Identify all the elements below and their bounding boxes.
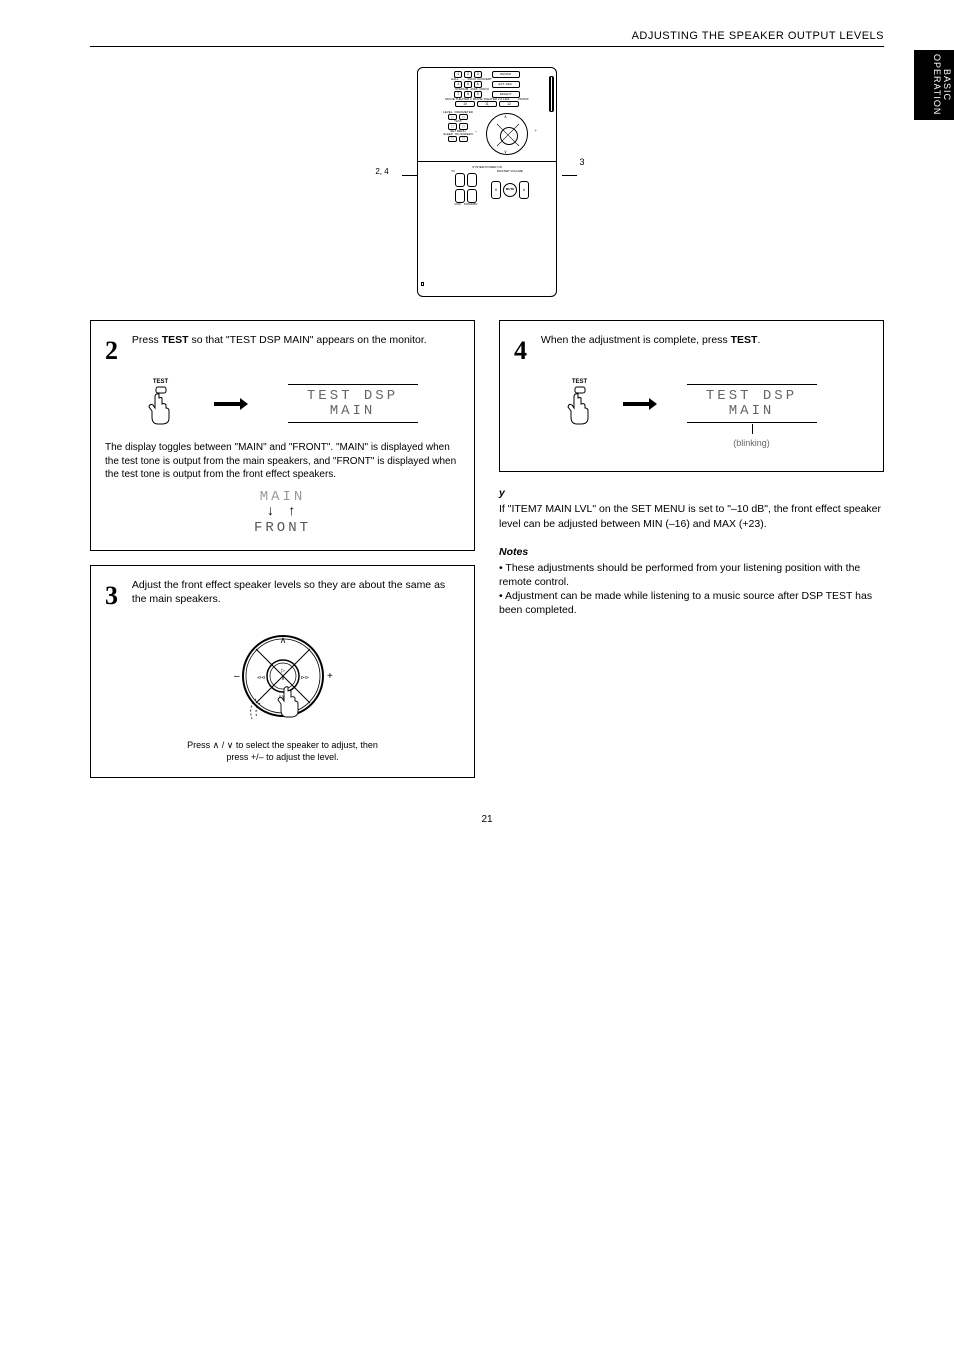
main-front-toggle: MAIN ↓ ↑ FRONT [105,490,460,536]
step2-explain: The display toggles between "MAIN" and "… [105,441,460,482]
test-press-icon-left: TEST [148,378,174,429]
side-tab: BASIC OPERATION [914,50,954,120]
arrow-icon [214,399,248,409]
callout-left: 2, 4 [362,167,402,176]
arrow-up-icon: ↑ [288,505,299,520]
title-rule [90,46,884,47]
chevron-down-icon: ∨ [227,740,234,750]
step3-box: 3 Adjust the front effect speaker levels… [90,565,475,778]
step-num-3: 3 [105,578,129,613]
step3-text: Adjust the front effect speaker levels s… [132,578,457,606]
note-1: • These adjustments should be performed … [499,561,884,589]
lcd-display-left: TEST DSP MAIN [288,384,418,423]
hint-body: If "ITEM7 MAIN LVL" on the SET MENU is s… [499,502,884,530]
arrow-down-icon: ↓ [266,505,277,520]
remote-figure: 2, 4 3 1 2 3 PHONO HALL — ROCK CO [90,67,884,302]
svg-text:–: – [234,671,240,682]
remote-illustration: 1 2 3 PHONO HALL — ROCK CONCERT 4 [417,67,557,297]
svg-text:⊳⊳: ⊳⊳ [300,675,308,681]
right-body: y If "ITEM7 MAIN LVL" on the SET MENU is… [499,486,884,617]
callout-right: 3 [567,157,597,167]
lcd-display-right: TEST DSP MAIN (blinking) [687,384,817,423]
step3-help: Press ∧ / ∨ to select the speaker to adj… [105,739,460,763]
step-num-4: 4 [514,333,538,368]
note-2: • Adjustment can be made while listening… [499,589,884,617]
step4-text: When the adjustment is complete, press T… [541,333,866,347]
notes-head: Notes [499,545,884,559]
arrow-icon [623,399,657,409]
svg-text:∧: ∧ [279,635,286,645]
dpad-figure: ∧ ∨ – + ▷ ∧ ⊲⊲ ⊳⊳ ▯/▢ [105,621,460,731]
step4-box: 4 When the adjustment is complete, press… [499,320,884,472]
test-press-icon-right: TEST [567,378,593,429]
hint-head: y [499,486,884,500]
page-title: ADJUSTING THE SPEAKER OUTPUT LEVELS [90,30,884,42]
page-number: 21 [90,814,884,825]
step-num-2: 2 [105,333,129,368]
blinking-label: (blinking) [733,439,770,448]
svg-text:⊲⊲: ⊲⊲ [256,675,264,681]
step2-box: 2 Press TEST so that "TEST DSP MAIN" app… [90,320,475,551]
chevron-up-icon: ∧ [213,740,220,750]
svg-text:∧: ∧ [281,676,285,682]
step2-text: Press TEST so that "TEST DSP MAIN" appea… [132,333,457,347]
svg-text:+: + [327,671,333,682]
svg-text:▷: ▷ [281,668,285,674]
